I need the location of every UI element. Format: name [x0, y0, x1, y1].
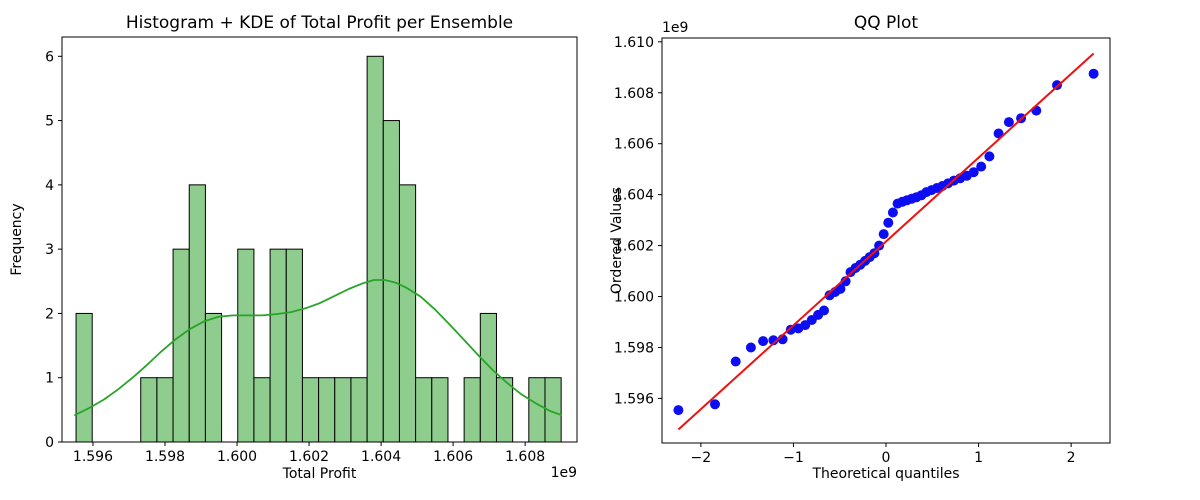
qq-point	[840, 276, 851, 287]
y-tick-label: 1.604	[614, 188, 654, 204]
histogram-bar	[431, 377, 449, 443]
qq-point	[745, 342, 756, 353]
histogram-bar	[528, 377, 546, 443]
histogram-plot-area: 1.596 1.598 1.600 1.602 1.604 1.606 1.608 0 1 2 3 4…	[45, 36, 578, 465]
histogram-kde-subplot: 1.596 1.598 1.600 1.602 1.604 1.606 1.608 0 1 2 3 4…	[9, 13, 578, 482]
x-tick-label: 1.602	[289, 449, 329, 465]
qq-plot-area: −2 −1 0 1 2 1.596 1.598 1.600 1.602 1.604 1.606 1.6…	[614, 35, 1111, 466]
x-tick-label: 1.606	[433, 449, 473, 465]
histogram-bar	[495, 377, 514, 443]
x-tick-label: 1.608	[505, 449, 545, 465]
qq-offset-text: 1e9	[662, 20, 688, 36]
qq-point	[758, 336, 769, 347]
qq-plot-subplot: −2 −1 0 1 2 1.596 1.598 1.600 1.602 1.604 1.606 1.6…	[609, 13, 1111, 482]
y-tick-label: 2	[45, 306, 54, 322]
histogram-bar	[415, 377, 433, 443]
histogram-bar	[350, 377, 368, 443]
y-tick-label: 0	[45, 435, 54, 451]
y-tick-label: 1.596	[614, 391, 654, 407]
qq-point	[887, 207, 898, 218]
qq-point	[968, 167, 979, 178]
qq-point	[730, 356, 741, 367]
histogram-bar	[285, 248, 303, 443]
qq-point	[984, 151, 995, 162]
x-tick-label: 1.604	[361, 449, 401, 465]
qq-title: QQ Plot	[854, 13, 919, 33]
histogram-bar	[269, 248, 287, 443]
histogram-bar	[463, 377, 481, 443]
histogram-title: Histogram + KDE of Total Profit per Ense…	[126, 13, 513, 33]
qq-point	[819, 305, 829, 316]
histogram-bar	[334, 377, 352, 443]
y-tick-label: 1.610	[614, 35, 654, 51]
qq-xaxis-label: Theoretical quantiles	[811, 466, 959, 482]
histogram-bar	[301, 377, 320, 443]
qq-point	[976, 161, 987, 172]
y-tick-label: 1.608	[614, 86, 654, 102]
qq-point	[673, 405, 684, 416]
axes-spines	[661, 37, 1111, 444]
histogram-bar	[172, 248, 190, 443]
y-tick-label: 1.602	[614, 239, 654, 255]
histogram-bar	[156, 377, 174, 443]
y-tick-label: 5	[45, 114, 54, 130]
qq-point	[878, 229, 889, 240]
axes-spines	[61, 36, 578, 443]
qq-yaxis-label: Ordered Values	[609, 187, 625, 294]
histogram-bar	[366, 55, 384, 443]
x-tick-label: −1	[783, 450, 804, 466]
qq-point	[1031, 105, 1042, 116]
y-tick-label: 1	[45, 371, 54, 387]
histogram-bar	[188, 184, 206, 443]
qq-point	[710, 399, 720, 410]
y-tick-label: 1.600	[614, 290, 654, 306]
x-tick-label: 1.598	[145, 449, 185, 465]
x-tick-label: 0	[882, 450, 891, 466]
histogram-bar	[253, 377, 271, 443]
y-tick-label: 6	[45, 49, 54, 65]
histogram-bar	[237, 248, 255, 443]
y-tick-label: 1.598	[614, 340, 654, 356]
x-tick-label: 1.600	[217, 449, 257, 465]
histogram-bar	[140, 377, 158, 443]
histogram-bar	[318, 377, 336, 443]
y-tick-label: 3	[45, 242, 54, 258]
qq-point	[883, 217, 894, 228]
histogram-bar	[479, 312, 497, 443]
kde-curve	[74, 279, 563, 416]
qq-point	[768, 335, 779, 346]
histogram-bar	[75, 312, 93, 443]
qq-point	[1003, 117, 1014, 128]
qq-point	[1088, 68, 1099, 79]
y-tick-label: 4	[45, 178, 54, 194]
x-tick-label: 2	[1067, 450, 1076, 466]
histogram-yaxis-label: Frequency	[9, 203, 25, 275]
qq-fit-line	[677, 52, 1095, 431]
qq-point	[874, 240, 885, 251]
qq-point	[785, 324, 796, 335]
histogram-offset-text: 1e9	[551, 465, 577, 481]
histogram-bar	[398, 184, 417, 443]
x-tick-label: −2	[691, 450, 712, 466]
x-tick-label: 1	[974, 450, 983, 466]
x-tick-label: 1.596	[73, 449, 113, 465]
histogram-bar	[204, 312, 223, 443]
y-tick-label: 1.606	[614, 137, 654, 153]
histogram-xaxis-label: Total Profit	[282, 466, 357, 482]
